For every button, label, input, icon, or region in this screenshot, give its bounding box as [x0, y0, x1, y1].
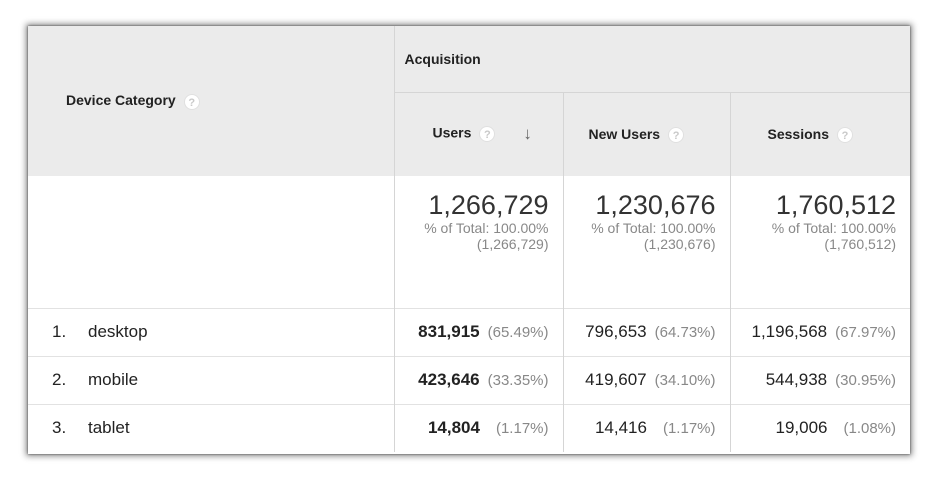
table-row: 2. mobile 423,646 (33.35%) 419,607 (34.10%)… — [28, 355, 911, 404]
sort-descending-icon[interactable]: ↓ — [523, 124, 532, 144]
totals-new-users-cell: 1,230,676 % of Total: 100.00% (1,230,676… — [562, 176, 730, 308]
sessions-percent: (1.08%) — [843, 420, 897, 438]
row-index: 2. — [52, 370, 67, 389]
sessions-cell: 544,938 (30.95%) — [729, 355, 911, 404]
table-row: 3. tablet 14,804 (1.17%) 14,416 (1.17%) 19,… — [28, 403, 911, 452]
dimension-header[interactable]: Device Category? — [28, 26, 394, 176]
new-users-cell: 796,653 (64.73%) — [562, 307, 730, 356]
users-percent: (65.49%) — [487, 324, 549, 341]
sessions-percent: (67.97%) — [835, 324, 897, 341]
total-absolute: (1,266,729) — [476, 236, 549, 252]
table-row: 1. desktop 831,915 (65.49%) 796,653 (64.73%… — [28, 307, 911, 356]
row-index: 1. — [52, 322, 67, 341]
total-percent: % of Total: 100.00% — [771, 220, 897, 236]
total-percent: % of Total: 100.00% — [591, 220, 716, 236]
column-header-new-users-label: New Users — [588, 125, 661, 142]
total-absolute: (1,760,512) — [824, 236, 897, 252]
device-name[interactable]: desktop — [88, 322, 148, 341]
totals-row: 1,266,729 % of Total: 100.00% (1,266,729… — [28, 176, 911, 308]
new-users-cell: 14,416 (1.17%) — [562, 403, 730, 452]
help-icon[interactable]: ? — [668, 126, 685, 143]
acquisition-group-header: Acquisition — [393, 26, 911, 92]
totals-sessions-cell: 1,760,512 % of Total: 100.00% (1,760,512… — [729, 176, 911, 308]
totals-users-cell: 1,266,729 % of Total: 100.00% (1,266,729… — [393, 176, 563, 308]
sessions-cell: 19,006 (1.08%) — [729, 403, 911, 452]
new-users-value: 419,607 — [585, 370, 647, 389]
new-users-percent: (1.17%) — [662, 420, 716, 438]
total-absolute: (1,230,676) — [643, 236, 716, 252]
total-percent: % of Total: 100.00% — [424, 220, 549, 236]
sessions-value: 19,006 — [775, 418, 828, 438]
users-value: 423,646 — [418, 370, 480, 389]
sessions-value: 1,196,568 — [751, 322, 828, 341]
sessions-cell: 1,196,568 (67.97%) — [729, 307, 911, 356]
users-cell: 423,646 (33.35%) — [393, 355, 563, 404]
new-users-percent: (34.10%) — [654, 372, 716, 389]
row-index: 3. — [52, 418, 67, 438]
new-users-value: 14,416 — [594, 418, 647, 438]
users-cell: 14,804 (1.17%) — [393, 403, 563, 452]
device-cell: 1. desktop — [28, 307, 394, 356]
sessions-percent: (30.95%) — [835, 372, 897, 389]
column-header-users-label: Users — [432, 124, 472, 141]
device-name[interactable]: mobile — [88, 370, 139, 389]
total-value: 1,760,512 — [775, 190, 897, 220]
device-cell: 3. tablet — [28, 403, 394, 452]
users-percent: (33.35%) — [487, 372, 549, 389]
new-users-percent: (64.73%) — [654, 324, 716, 341]
report-table: Device Category? Acquisition Users? ↓ New… — [28, 26, 911, 452]
users-percent: (1.17%) — [495, 420, 549, 438]
new-users-value: 796,653 — [585, 322, 647, 341]
help-icon[interactable]: ? — [183, 93, 200, 110]
users-cell: 831,915 (65.49%) — [393, 307, 563, 356]
dimension-header-label: Device Category — [66, 92, 176, 109]
column-header-users[interactable]: Users? ↓ — [393, 91, 563, 176]
sessions-value: 544,938 — [765, 370, 828, 389]
help-icon[interactable]: ? — [836, 126, 853, 143]
column-header-sessions-label: Sessions — [767, 125, 829, 142]
acquisition-group-label: Acquisition — [404, 50, 481, 67]
column-header-sessions[interactable]: Sessions? — [729, 91, 911, 176]
column-header-new-users[interactable]: New Users? — [562, 91, 730, 176]
users-value: 831,915 — [418, 322, 480, 341]
users-value: 14,804 — [427, 418, 480, 438]
total-value: 1,266,729 — [428, 190, 549, 220]
device-cell: 2. mobile — [28, 355, 394, 404]
total-value: 1,230,676 — [595, 190, 716, 220]
help-icon[interactable]: ? — [479, 126, 496, 143]
report-table-card: Device Category? Acquisition Users? ↓ New… — [28, 26, 911, 454]
device-name[interactable]: tablet — [88, 418, 130, 438]
new-users-cell: 419,607 (34.10%) — [562, 355, 730, 404]
totals-dimension-cell — [28, 176, 394, 308]
